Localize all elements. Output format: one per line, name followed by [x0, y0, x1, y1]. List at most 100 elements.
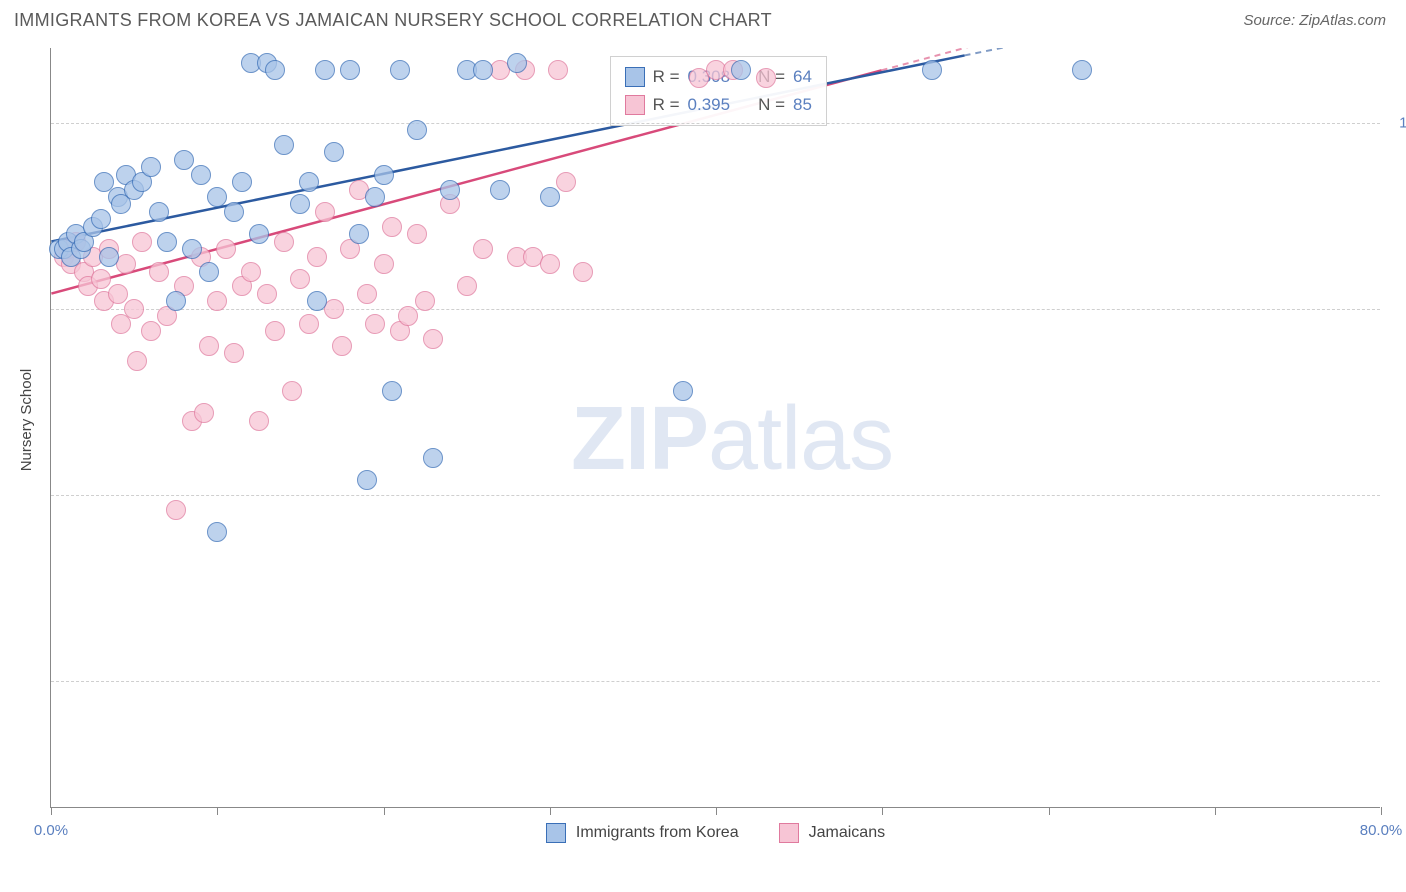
- source-label: Source: ZipAtlas.com: [1243, 12, 1386, 29]
- swatch-blue-icon: [546, 823, 566, 843]
- data-point-blue: [324, 142, 344, 162]
- data-point-pink: [207, 291, 227, 311]
- data-point-blue: [349, 224, 369, 244]
- data-point-pink: [332, 336, 352, 356]
- x-tick-label-left: 0.0%: [34, 822, 68, 839]
- gridline: [51, 681, 1380, 682]
- data-point-blue: [673, 381, 693, 401]
- data-point-blue: [423, 448, 443, 468]
- data-point-blue: [91, 209, 111, 229]
- data-point-blue: [149, 202, 169, 222]
- legend-n-blue: 64: [793, 67, 812, 87]
- data-point-blue: [199, 262, 219, 282]
- chart-title: IMMIGRANTS FROM KOREA VS JAMAICAN NURSER…: [14, 10, 772, 31]
- data-point-blue: [922, 60, 942, 80]
- x-tick: [1049, 807, 1050, 815]
- data-point-pink: [382, 217, 402, 237]
- data-point-pink: [756, 68, 776, 88]
- data-point-pink: [290, 269, 310, 289]
- data-point-blue: [307, 291, 327, 311]
- y-axis-title: Nursery School: [18, 369, 35, 472]
- data-point-blue: [290, 194, 310, 214]
- x-tick: [51, 807, 52, 815]
- swatch-pink-icon: [779, 823, 799, 843]
- data-point-pink: [257, 284, 277, 304]
- swatch-blue: [625, 67, 645, 87]
- data-point-pink: [132, 232, 152, 252]
- data-point-blue: [540, 187, 560, 207]
- x-tick: [384, 807, 385, 815]
- data-point-blue: [407, 120, 427, 140]
- data-point-pink: [249, 411, 269, 431]
- legend-n-pink: 85: [793, 95, 812, 115]
- data-point-pink: [91, 269, 111, 289]
- data-point-blue: [191, 165, 211, 185]
- data-point-blue: [274, 135, 294, 155]
- plot-area: ZIPatlas R = 0.308 N = 64 R = 0.395 N = …: [50, 48, 1380, 808]
- x-tick: [1215, 807, 1216, 815]
- data-point-blue: [299, 172, 319, 192]
- data-point-pink: [398, 306, 418, 326]
- data-point-blue: [382, 381, 402, 401]
- gridline: [51, 123, 1380, 124]
- data-point-pink: [556, 172, 576, 192]
- data-point-blue: [166, 291, 186, 311]
- data-point-pink: [540, 254, 560, 274]
- data-point-blue: [473, 60, 493, 80]
- data-point-blue: [731, 60, 751, 80]
- legend-label-blue: Immigrants from Korea: [576, 824, 739, 842]
- data-point-pink: [423, 329, 443, 349]
- data-point-blue: [374, 165, 394, 185]
- data-point-pink: [265, 321, 285, 341]
- data-point-blue: [440, 180, 460, 200]
- data-point-blue: [207, 522, 227, 542]
- x-tick-label-right: 80.0%: [1360, 822, 1403, 839]
- gridline: [51, 495, 1380, 496]
- x-tick: [1381, 807, 1382, 815]
- data-point-pink: [307, 247, 327, 267]
- data-point-pink: [149, 262, 169, 282]
- data-point-pink: [573, 262, 593, 282]
- data-point-blue: [357, 470, 377, 490]
- legend-item-blue: Immigrants from Korea: [546, 823, 739, 843]
- trend-lines: [51, 48, 1380, 807]
- data-point-blue: [224, 202, 244, 222]
- data-point-blue: [1072, 60, 1092, 80]
- data-point-pink: [108, 284, 128, 304]
- data-point-pink: [224, 343, 244, 363]
- data-point-pink: [365, 314, 385, 334]
- data-point-pink: [473, 239, 493, 259]
- swatch-pink: [625, 95, 645, 115]
- data-point-blue: [507, 53, 527, 73]
- data-point-pink: [241, 262, 261, 282]
- x-tick: [882, 807, 883, 815]
- data-point-pink: [407, 224, 427, 244]
- data-point-pink: [127, 351, 147, 371]
- legend-r-label: R =: [653, 95, 680, 115]
- data-point-pink: [548, 60, 568, 80]
- data-point-blue: [340, 60, 360, 80]
- data-point-blue: [141, 157, 161, 177]
- watermark: ZIPatlas: [571, 388, 893, 491]
- data-point-pink: [124, 299, 144, 319]
- data-point-blue: [365, 187, 385, 207]
- data-point-blue: [174, 150, 194, 170]
- legend-r-label: R =: [653, 67, 680, 87]
- data-point-pink: [166, 500, 186, 520]
- legend-row-pink: R = 0.395 N = 85: [625, 91, 812, 119]
- watermark-zip: ZIP: [571, 389, 708, 489]
- data-point-blue: [390, 60, 410, 80]
- data-point-blue: [315, 60, 335, 80]
- data-point-pink: [457, 276, 477, 296]
- legend-item-pink: Jamaicans: [779, 823, 885, 843]
- data-point-pink: [274, 232, 294, 252]
- data-point-pink: [299, 314, 319, 334]
- data-point-pink: [216, 239, 236, 259]
- legend-label-pink: Jamaicans: [809, 824, 885, 842]
- data-point-pink: [415, 291, 435, 311]
- data-point-pink: [315, 202, 335, 222]
- y-tick-label: 100.0%: [1399, 114, 1406, 131]
- x-tick: [550, 807, 551, 815]
- data-point-blue: [490, 180, 510, 200]
- chart-header: IMMIGRANTS FROM KOREA VS JAMAICAN NURSER…: [0, 0, 1406, 39]
